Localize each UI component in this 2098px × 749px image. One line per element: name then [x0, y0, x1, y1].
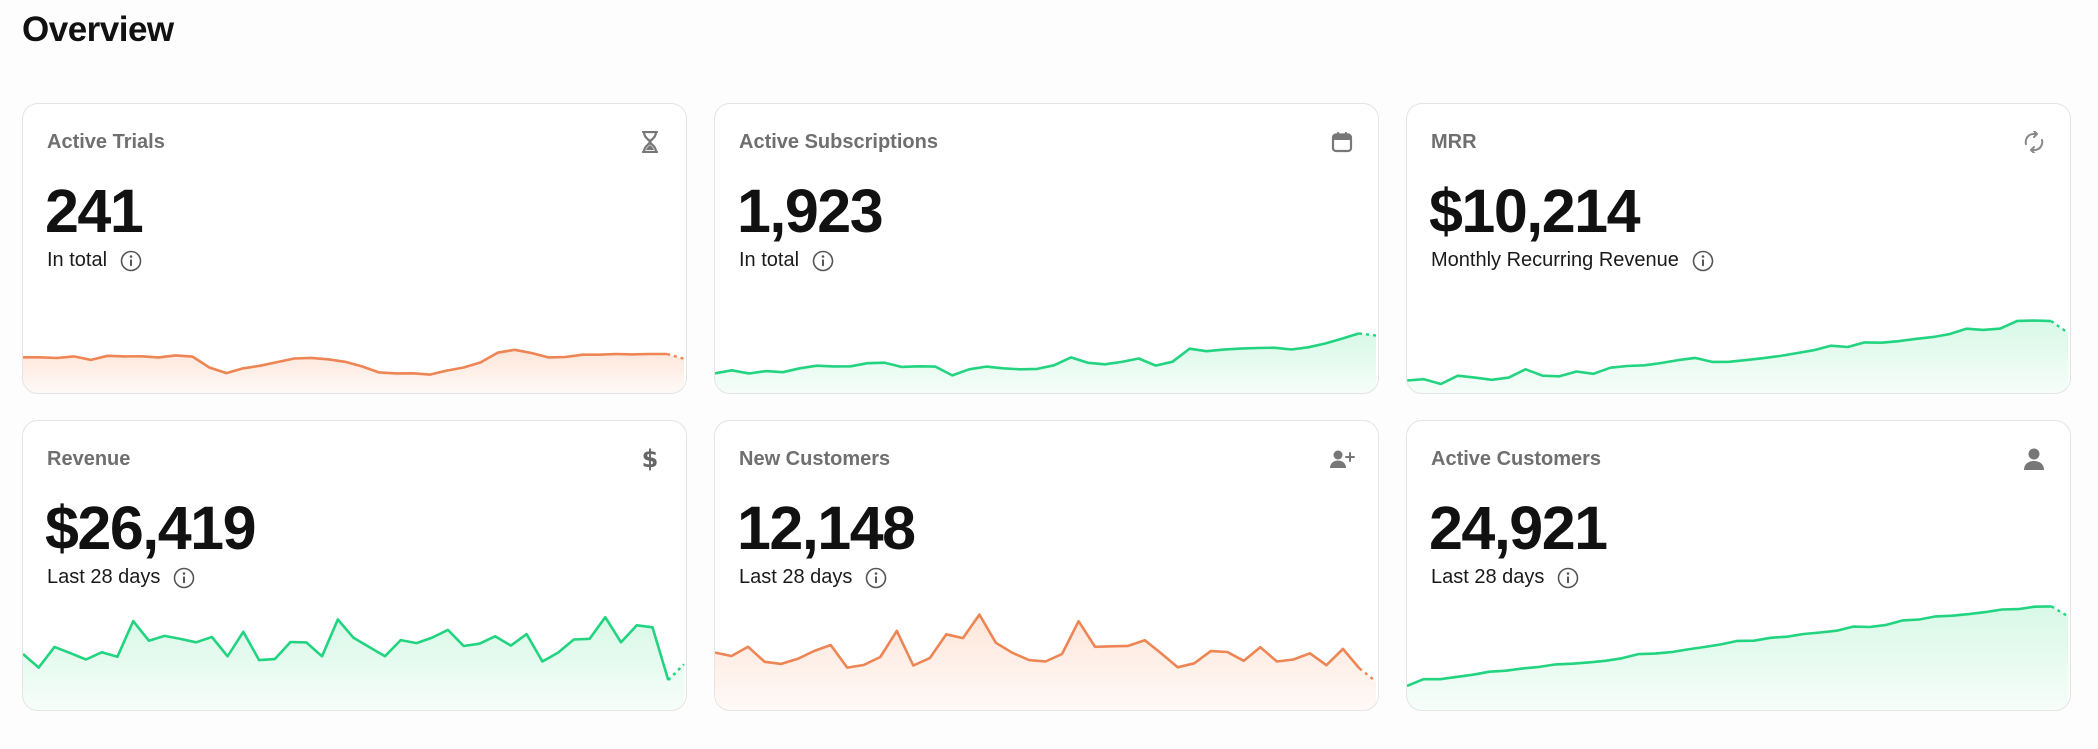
card-subtitle: Last 28 days [739, 566, 887, 589]
card-title: New Customers [739, 448, 891, 470]
card-new-customers[interactable]: New Customers 12,148 Last 28 days [714, 420, 1379, 711]
sparkline-line [23, 348, 668, 376]
sparkline-area [1407, 606, 2068, 710]
card-active-trials[interactable]: Active Trials 241 In total [22, 103, 687, 394]
card-active-subscriptions[interactable]: Active Subscriptions 1,923 In total [714, 103, 1379, 394]
sparkline-projection [2050, 605, 2069, 618]
card-subtitle-text: In total [47, 249, 108, 271]
sparkline-chart [715, 613, 1377, 710]
info-icon[interactable] [812, 250, 834, 272]
card-value: $26,419 [45, 494, 257, 562]
sparkline-area [23, 349, 684, 393]
sparkline-area [715, 333, 1376, 393]
sparkline-area [23, 617, 684, 710]
card-title: Revenue [47, 448, 131, 470]
card-subtitle: In total [739, 249, 834, 272]
card-subtitle-text: In total [739, 249, 800, 271]
card-title: Active Trials [47, 131, 165, 153]
card-title: Active Customers [1431, 448, 1602, 470]
info-icon[interactable] [120, 250, 142, 272]
sparkline-chart [715, 332, 1377, 393]
sparkline-chart [1407, 319, 2069, 393]
card-subtitle-text: Last 28 days [47, 566, 161, 588]
sparkline-chart [23, 615, 685, 710]
sparkline-chart [1407, 605, 2069, 710]
dollar-icon: $ [641, 445, 659, 473]
sparkline-area [1407, 320, 2068, 393]
card-subtitle-text: Monthly Recurring Revenue [1431, 249, 1679, 271]
sparkline-line [23, 615, 670, 681]
card-active-customers[interactable]: Active Customers 24,921 Last 28 days [1406, 420, 2071, 711]
card-value: 1,923 [737, 177, 884, 245]
info-icon[interactable] [1557, 567, 1579, 589]
card-value: $10,214 [1429, 177, 1641, 245]
calendar-icon [1328, 128, 1356, 156]
card-subtitle-text: Last 28 days [739, 566, 853, 588]
card-value: 12,148 [737, 494, 916, 562]
sparkline-chart [23, 348, 685, 393]
page-title: Overview [22, 10, 174, 49]
metrics-grid: Active Trials 241 In total Active Subscr… [22, 103, 2072, 711]
info-icon[interactable] [173, 567, 195, 589]
info-icon[interactable] [865, 567, 887, 589]
card-title: MRR [1431, 131, 1477, 153]
info-icon[interactable] [1692, 250, 1714, 272]
sparkline-line [1407, 605, 2052, 688]
card-title: Active Subscriptions [739, 131, 938, 153]
card-subtitle: Monthly Recurring Revenue [1431, 249, 1714, 272]
user-plus-icon [1328, 445, 1356, 473]
hourglass-icon [636, 128, 664, 156]
sparkline-line [715, 613, 1361, 670]
card-value: 241 [45, 177, 144, 245]
card-mrr[interactable]: MRR $10,214 Monthly Recurring Revenue [1406, 103, 2071, 394]
refresh-icon [2020, 128, 2048, 156]
sparkline-projection [666, 352, 685, 360]
card-subtitle-text: Last 28 days [1431, 566, 1545, 588]
sparkline-projection [1358, 332, 1377, 337]
card-subtitle: Last 28 days [1431, 566, 1579, 589]
card-subtitle: Last 28 days [47, 566, 195, 589]
sparkline-line [1407, 319, 2052, 386]
user-icon [2020, 445, 2048, 473]
card-revenue[interactable]: Revenue $ $26,419 Last 28 days [22, 420, 687, 711]
card-subtitle: In total [47, 249, 142, 272]
sparkline-line [715, 332, 1360, 377]
card-value: 24,921 [1429, 494, 1608, 562]
